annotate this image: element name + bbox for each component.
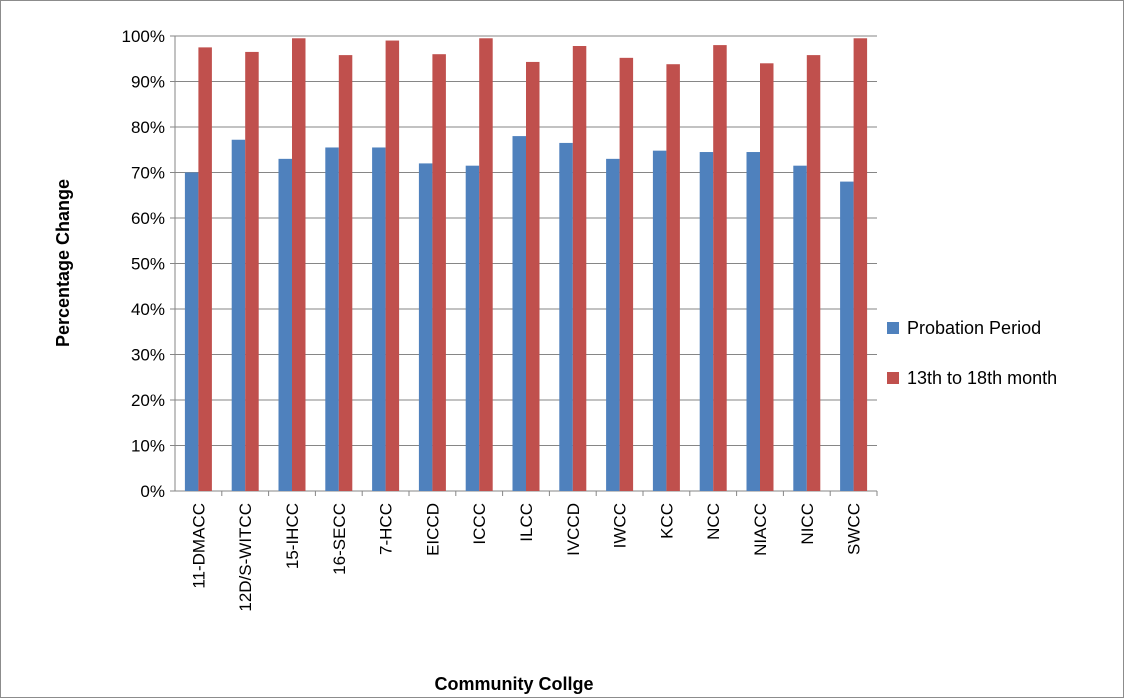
x-tick-label: 16-SECC bbox=[330, 503, 349, 575]
bar-13th-to-18th-month bbox=[713, 45, 727, 491]
x-tick-label: NICC bbox=[798, 503, 817, 545]
x-tick-label: NCC bbox=[704, 503, 723, 540]
y-tick-label: 80% bbox=[131, 118, 165, 137]
bar-13th-to-18th-month bbox=[479, 38, 493, 492]
bar-13th-to-18th-month bbox=[338, 55, 353, 492]
x-tick-label: 11-DMACC bbox=[189, 503, 208, 589]
bar-probation-period bbox=[512, 136, 526, 491]
y-tick-label: 60% bbox=[131, 209, 165, 228]
bar-probation-period bbox=[465, 165, 480, 492]
y-axis-title: Percentage Change bbox=[53, 179, 73, 347]
y-tick-label: 30% bbox=[131, 346, 165, 365]
bar-probation-period bbox=[325, 147, 339, 491]
legend-label-probation-period: Probation Period bbox=[907, 318, 1041, 338]
y-tick-label: 70% bbox=[131, 164, 165, 183]
bar-13th-to-18th-month bbox=[292, 38, 306, 492]
bar-probation-period bbox=[278, 158, 292, 491]
x-tick-label: IWCC bbox=[611, 503, 630, 548]
bar-probation-period bbox=[231, 139, 246, 492]
bar-13th-to-18th-month bbox=[245, 51, 259, 492]
bar-13th-to-18th-month bbox=[853, 38, 868, 492]
x-tick-label: 15-IHCC bbox=[283, 503, 302, 569]
y-tick-label: 100% bbox=[122, 27, 165, 46]
legend: Probation Period 13th to 18th month bbox=[887, 318, 1057, 388]
legend-swatch-probation-period bbox=[887, 322, 899, 334]
x-tick-label: SWCC bbox=[845, 503, 864, 555]
legend-swatch-13th-to-18th-month bbox=[887, 372, 899, 384]
x-tick-label: ILCC bbox=[517, 503, 536, 542]
bar-13th-to-18th-month bbox=[432, 54, 446, 491]
bar-probation-period bbox=[746, 152, 760, 491]
x-tick-label: IVCCD bbox=[564, 503, 583, 556]
bar-13th-to-18th-month bbox=[572, 46, 587, 491]
y-tick-label: 40% bbox=[131, 300, 165, 319]
x-tick-label: KCC bbox=[657, 503, 676, 539]
bar-13th-to-18th-month bbox=[198, 47, 212, 491]
x-tick-label: 7-HCC bbox=[377, 503, 396, 555]
bar-probation-period bbox=[652, 150, 667, 491]
y-tick-label: 50% bbox=[131, 255, 165, 274]
bar-probation-period bbox=[184, 172, 199, 491]
bar-probation-period bbox=[699, 152, 714, 491]
bar-13th-to-18th-month bbox=[760, 63, 774, 492]
bar-probation-period bbox=[372, 147, 386, 491]
bar-13th-to-18th-month bbox=[526, 61, 540, 492]
y-tick-label: 20% bbox=[131, 391, 165, 410]
bar-probation-period bbox=[606, 158, 620, 491]
bar-probation-period bbox=[559, 142, 573, 492]
bar-13th-to-18th-month bbox=[666, 64, 680, 492]
y-tick-label: 0% bbox=[140, 482, 165, 501]
bar-probation-period bbox=[418, 163, 433, 491]
bar-13th-to-18th-month bbox=[385, 40, 400, 492]
bars bbox=[184, 38, 868, 492]
y-tick-label: 10% bbox=[131, 437, 165, 456]
x-tick-label: 12D/S-WITCC bbox=[236, 503, 255, 612]
x-tick-label: EICCD bbox=[423, 503, 442, 556]
x-axis-title: Community Collge bbox=[434, 674, 593, 694]
bar-probation-period bbox=[840, 181, 854, 491]
y-tick-label: 90% bbox=[131, 73, 165, 92]
legend-label-13th-to-18th-month: 13th to 18th month bbox=[907, 368, 1057, 388]
bar-13th-to-18th-month bbox=[619, 57, 634, 492]
bar-probation-period bbox=[793, 165, 807, 492]
bar-13th-to-18th-month bbox=[806, 55, 821, 492]
x-tick-label: NIACC bbox=[751, 503, 770, 556]
tick-labels: 0% 10% 20% 30% 40% 50% 60% 70% 80% 90% 100% 11-DMAC… bbox=[122, 27, 864, 612]
x-tick-label: ICCC bbox=[470, 503, 489, 545]
